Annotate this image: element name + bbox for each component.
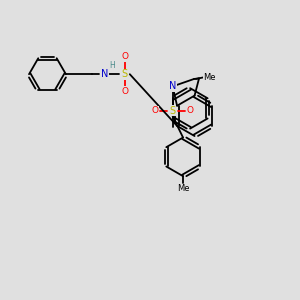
Text: H: H bbox=[110, 61, 115, 70]
Text: N: N bbox=[101, 69, 108, 79]
Text: Me: Me bbox=[203, 73, 216, 82]
Text: O: O bbox=[187, 106, 194, 115]
Text: O: O bbox=[121, 52, 128, 62]
Text: S: S bbox=[122, 69, 128, 79]
Text: O: O bbox=[151, 106, 158, 115]
Text: N: N bbox=[169, 81, 176, 92]
Text: Me: Me bbox=[177, 184, 189, 193]
Text: S: S bbox=[169, 106, 176, 116]
Text: O: O bbox=[121, 87, 128, 96]
